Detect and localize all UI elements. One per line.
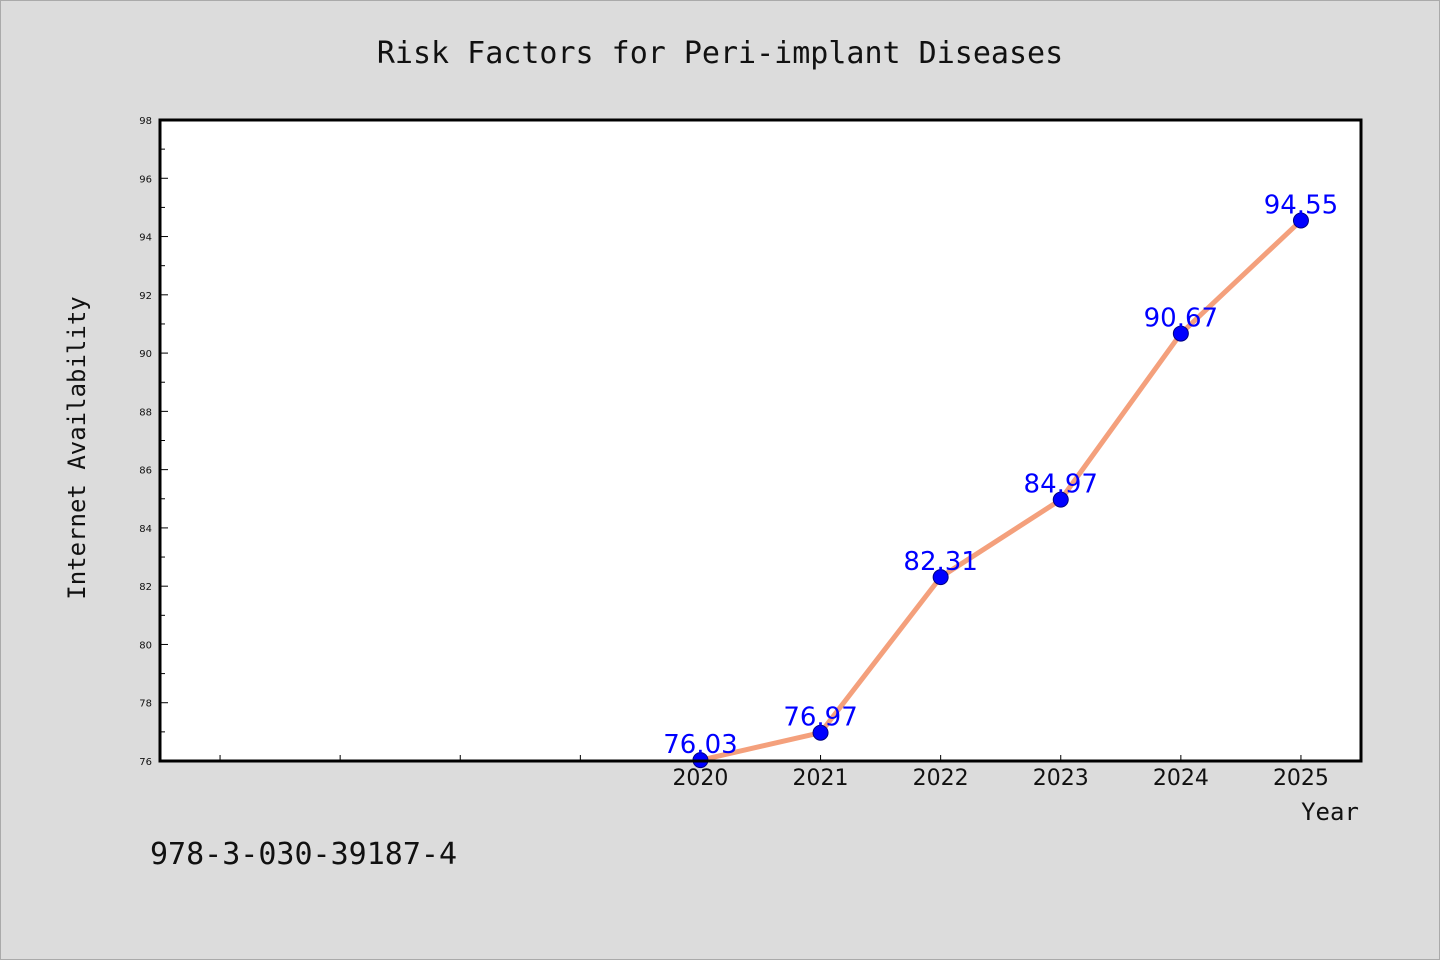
data-label: 76.03 <box>663 730 737 760</box>
plot-frame <box>158 118 1363 763</box>
series-group: 76.03 76.97 82.31 84.97 90.67 94.55 <box>663 191 1338 769</box>
y-tick-label: 96 <box>139 174 152 185</box>
data-label: 84.97 <box>1024 470 1098 500</box>
y-tick-label: 94 <box>139 233 152 244</box>
plot-area <box>160 120 1361 761</box>
x-tick-label: 2024 <box>1153 766 1209 791</box>
y-tick-label: 86 <box>139 466 152 477</box>
x-tick-label: 2021 <box>793 766 849 791</box>
y-tick-label: 88 <box>139 407 152 418</box>
y-axis: 76 78 80 82 84 86 88 90 92 94 96 98 <box>139 116 168 768</box>
data-label: 94.55 <box>1264 191 1338 221</box>
y-tick-label: 76 <box>139 757 152 768</box>
data-point <box>1172 325 1189 342</box>
data-point <box>932 569 949 586</box>
y-tick-label: 92 <box>139 291 152 302</box>
data-point <box>1052 491 1069 508</box>
data-label: 82.31 <box>903 547 977 577</box>
x-axis-label: Year <box>1301 798 1359 826</box>
y-tick-label: 80 <box>139 640 152 651</box>
x-tick-label: 2025 <box>1273 766 1329 791</box>
x-tick-label: 2023 <box>1033 766 1089 791</box>
isbn-footnote: 978-3-030-39187-4 <box>150 837 457 872</box>
data-label: 76.97 <box>783 703 857 733</box>
data-point <box>812 724 829 741</box>
series-line <box>697 218 1304 763</box>
y-tick-label: 78 <box>139 699 152 710</box>
chart-title: Risk Factors for Peri-implant Diseases <box>377 36 1063 71</box>
y-tick-label: 84 <box>139 524 152 535</box>
data-point <box>1292 212 1309 229</box>
data-label: 90.67 <box>1144 304 1218 334</box>
y-tick-label: 98 <box>139 116 152 127</box>
y-tick-label: 82 <box>139 582 152 593</box>
y-axis-label: Internet Availability <box>63 296 91 599</box>
x-axis: 2020 2021 2022 2023 2024 2025 <box>219 755 1329 791</box>
x-tick-label: 2020 <box>672 766 728 791</box>
y-tick-label: 90 <box>139 349 152 360</box>
x-tick-label: 2022 <box>913 766 969 791</box>
